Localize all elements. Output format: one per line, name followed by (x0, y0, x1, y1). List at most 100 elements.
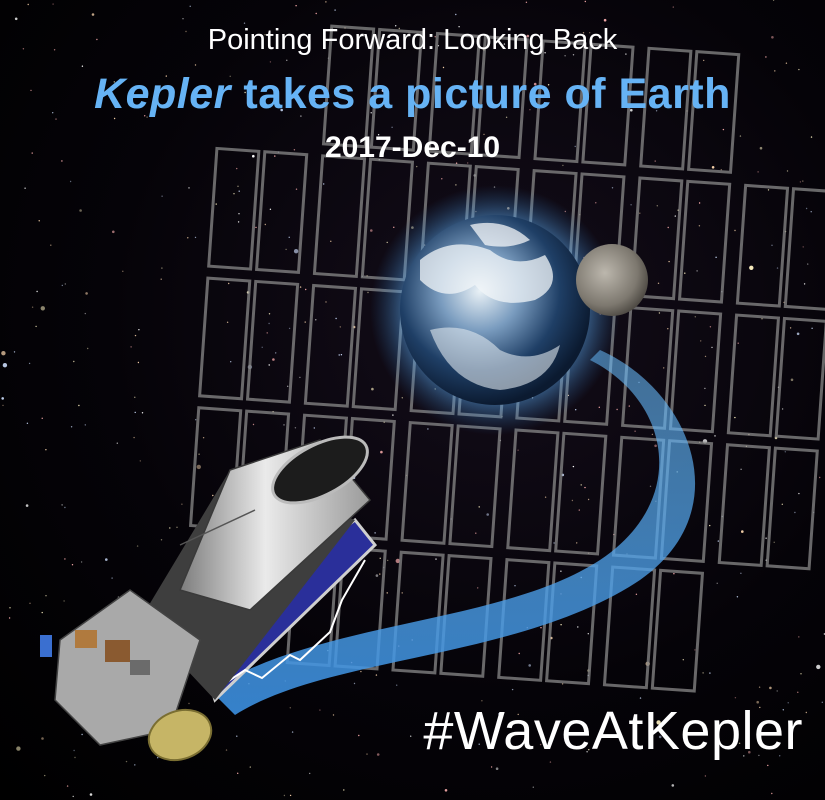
star (544, 52, 546, 54)
star (759, 146, 763, 150)
star (395, 558, 400, 564)
star (539, 743, 542, 746)
star (176, 526, 178, 528)
star (212, 494, 214, 497)
star (300, 115, 302, 117)
star (773, 541, 775, 543)
star (339, 326, 341, 328)
star (112, 230, 115, 234)
star (787, 702, 789, 704)
star (525, 1, 528, 3)
star (305, 288, 307, 291)
star (757, 171, 759, 173)
star (667, 328, 669, 330)
star (215, 203, 217, 205)
kepler-telescope-icon (40, 435, 378, 762)
star (711, 346, 713, 349)
hashtag: #WaveAtKepler (423, 701, 803, 761)
star (782, 709, 784, 711)
star (66, 785, 69, 787)
star (761, 318, 763, 320)
star (716, 582, 718, 584)
star (734, 416, 736, 419)
star (291, 731, 294, 733)
star (811, 327, 813, 329)
star (794, 511, 796, 514)
star (709, 672, 711, 674)
ccd-module (765, 446, 819, 571)
star (386, 241, 388, 244)
star (767, 189, 770, 191)
star (13, 351, 16, 353)
star (656, 720, 661, 725)
star (396, 684, 398, 686)
star (455, 162, 458, 164)
star (113, 81, 116, 83)
star (339, 42, 341, 44)
star (776, 267, 779, 269)
star (781, 408, 784, 410)
star (28, 362, 31, 365)
star (658, 312, 661, 314)
star (571, 499, 574, 502)
star (111, 577, 113, 579)
star (45, 595, 47, 597)
star (786, 170, 789, 172)
star (375, 674, 378, 676)
star (125, 760, 128, 763)
star (781, 503, 783, 505)
star (657, 282, 660, 284)
star (765, 537, 767, 539)
star (589, 32, 591, 34)
star (789, 327, 792, 329)
star (91, 13, 95, 16)
star (294, 427, 297, 429)
ccd-module (245, 279, 300, 404)
star (572, 465, 575, 468)
star (734, 229, 736, 232)
star (295, 5, 297, 7)
star (785, 62, 788, 64)
star (299, 286, 302, 288)
star (736, 596, 739, 598)
star (395, 25, 397, 27)
star (30, 89, 32, 92)
star (698, 202, 701, 204)
star (289, 707, 291, 709)
star (379, 557, 381, 559)
star (658, 735, 662, 739)
star (748, 750, 751, 754)
star (595, 202, 597, 204)
star (134, 334, 137, 337)
star (525, 738, 527, 741)
star (651, 433, 654, 436)
star (797, 691, 799, 693)
star (370, 112, 372, 114)
star (694, 316, 696, 318)
star (743, 755, 745, 757)
star (165, 75, 167, 77)
star (498, 713, 500, 715)
star (198, 453, 200, 455)
star (81, 733, 83, 736)
star (709, 524, 711, 527)
star (478, 506, 480, 508)
star (441, 178, 443, 180)
star (588, 749, 590, 751)
star (442, 66, 445, 69)
star (280, 108, 284, 112)
moon-icon (576, 244, 648, 316)
star (386, 592, 388, 594)
ccd-module (726, 313, 781, 438)
star (38, 220, 40, 222)
ccd-module (198, 276, 252, 401)
star (84, 312, 87, 315)
star (749, 265, 754, 270)
star (564, 55, 566, 57)
ccd-module (533, 39, 587, 164)
star (353, 682, 356, 685)
star (113, 117, 116, 120)
star (387, 559, 389, 562)
star (401, 592, 403, 594)
star (603, 18, 607, 22)
